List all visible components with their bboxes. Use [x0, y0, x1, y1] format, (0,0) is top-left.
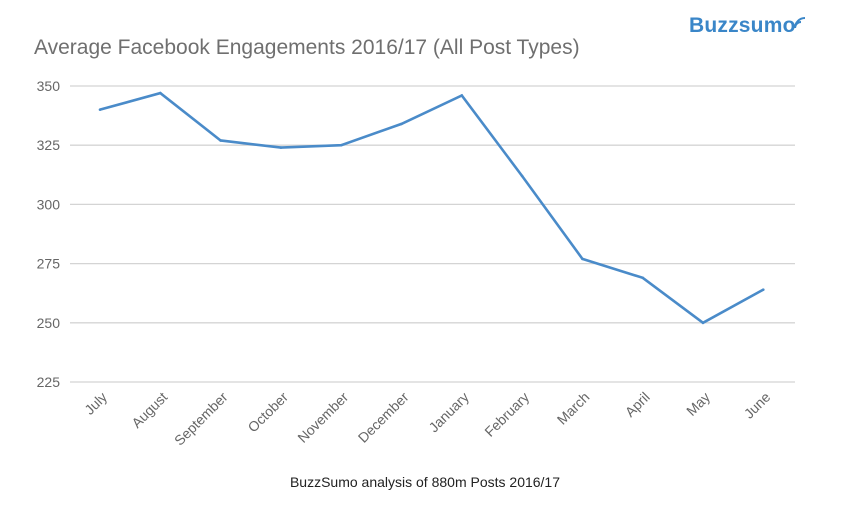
x-tick-label: July	[81, 389, 110, 418]
data-point	[400, 122, 403, 126]
x-tick-label: November	[294, 389, 351, 446]
x-tick-label: October	[244, 389, 291, 436]
y-tick-label: 250	[37, 315, 61, 331]
data-point	[701, 321, 705, 325]
x-tick-label: August	[128, 389, 170, 431]
x-tick-label: December	[355, 389, 412, 446]
chart-title: Average Facebook Engagements 2016/17 (Al…	[34, 36, 580, 59]
data-point	[641, 276, 644, 280]
series-line	[99, 91, 764, 325]
data-point	[581, 257, 584, 261]
data-point	[520, 174, 524, 178]
x-tick-label: February	[481, 389, 532, 440]
data-point	[279, 146, 283, 149]
x-tick-label: April	[622, 389, 653, 420]
data-point	[339, 143, 343, 147]
x-axis-caption: BuzzSumo analysis of 880m Posts 2016/17	[289, 474, 561, 490]
buzzsumo-logo: Buzzsumo	[689, 14, 810, 38]
data-point	[159, 91, 162, 95]
logo-text: Buzzsumo	[689, 14, 796, 37]
data-point	[762, 288, 765, 291]
x-tick-label: June	[741, 389, 774, 422]
y-tick-label: 350	[37, 78, 61, 94]
data-point	[460, 94, 464, 97]
x-tick-label: March	[554, 389, 593, 428]
y-tick-label: 325	[37, 137, 61, 153]
x-tick-label: September	[171, 389, 231, 449]
x-tick-label: May	[683, 389, 713, 419]
signal-icon	[793, 17, 805, 29]
y-tick-label: 275	[37, 256, 61, 272]
y-tick-label: 225	[37, 374, 61, 390]
x-tick-label: January	[425, 389, 472, 436]
data-point	[98, 108, 102, 111]
y-tick-label: 300	[37, 196, 61, 212]
data-point	[219, 139, 222, 142]
